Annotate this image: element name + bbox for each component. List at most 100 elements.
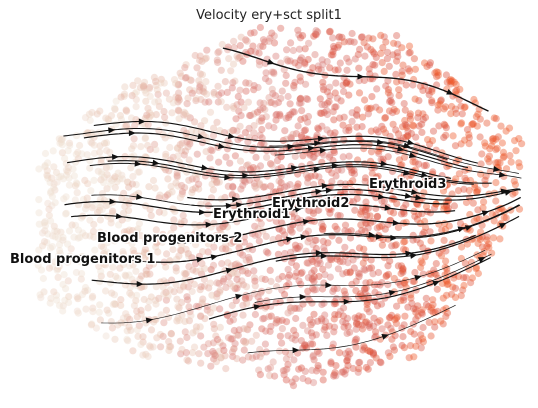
cell-point — [280, 183, 289, 191]
cell-point — [410, 353, 418, 361]
cell-point — [141, 254, 149, 262]
cell-point — [125, 226, 133, 234]
cell-point — [237, 112, 245, 120]
cell-point — [282, 135, 290, 143]
cell-point — [250, 290, 259, 298]
cell-point — [221, 352, 229, 360]
cell-point — [251, 231, 259, 239]
cell-point — [76, 258, 84, 266]
cell-point — [378, 59, 386, 67]
cell-point — [203, 198, 211, 206]
cell-point — [39, 274, 48, 283]
cell-point — [512, 147, 520, 155]
cell-point — [255, 49, 263, 57]
cell-point — [96, 203, 104, 211]
cell-point — [261, 304, 269, 312]
cell-point — [98, 206, 106, 214]
cell-point — [356, 358, 364, 366]
cell-point — [56, 139, 64, 147]
cell-point — [128, 180, 137, 188]
cell-point — [34, 261, 42, 269]
cell-point — [96, 216, 104, 224]
cell-point — [123, 230, 131, 238]
cell-point — [431, 69, 439, 77]
cell-point — [433, 68, 441, 76]
cell-point — [164, 313, 172, 321]
cell-point — [109, 263, 117, 271]
cell-point — [55, 135, 63, 143]
cell-point — [290, 82, 298, 90]
cell-point — [211, 351, 219, 359]
cell-point — [480, 248, 488, 256]
cell-point — [86, 232, 94, 240]
cell-point — [182, 245, 190, 253]
cell-point — [205, 168, 213, 176]
cell-point — [79, 195, 87, 204]
cell-point — [351, 336, 359, 344]
cell-point — [398, 44, 406, 52]
cell-point — [174, 314, 182, 322]
cell-point — [214, 82, 222, 90]
cell-point — [83, 201, 91, 209]
cell-point — [206, 279, 214, 287]
cell-point — [176, 337, 184, 345]
cell-point — [291, 78, 299, 86]
cell-point — [256, 162, 265, 170]
cell-point — [346, 80, 354, 88]
cell-point — [65, 139, 74, 147]
cell-point — [106, 148, 114, 156]
cell-point — [153, 334, 161, 342]
cell-point — [276, 204, 284, 212]
cell-point — [272, 116, 280, 124]
cell-point — [177, 246, 186, 255]
cell-point — [147, 212, 155, 220]
cell-point — [84, 180, 92, 188]
cell-point — [192, 128, 200, 136]
cell-point — [162, 263, 170, 271]
cell-point — [120, 90, 129, 98]
cell-point — [391, 242, 399, 250]
cell-point — [253, 165, 261, 173]
cell-point — [146, 109, 154, 117]
cell-point — [411, 184, 419, 192]
cell-point — [169, 99, 177, 107]
cell-point — [90, 141, 98, 149]
cell-point — [266, 34, 274, 42]
cell-point — [81, 114, 90, 122]
cell-point — [371, 288, 379, 296]
cell-point — [50, 183, 58, 192]
cell-point — [175, 115, 183, 123]
stream-arrowhead — [343, 298, 351, 305]
cell-point — [321, 317, 330, 326]
cell-point — [145, 85, 153, 93]
cell-point — [288, 258, 296, 267]
cell-point — [406, 112, 414, 120]
cell-point — [442, 247, 450, 255]
cell-point — [195, 185, 203, 193]
cell-point — [469, 120, 477, 128]
cell-point — [296, 77, 305, 85]
cell-point — [271, 372, 279, 380]
cell-point — [329, 340, 337, 348]
cell-point — [444, 280, 452, 288]
cell-point — [136, 83, 145, 91]
cell-point — [213, 178, 221, 186]
cell-point — [115, 221, 123, 229]
cell-point — [54, 252, 63, 260]
cell-point — [41, 162, 49, 170]
cell-point — [282, 114, 290, 122]
cell-point — [184, 143, 192, 151]
cell-point — [64, 147, 72, 155]
cell-point — [276, 298, 284, 306]
cell-point — [129, 261, 137, 269]
cell-point — [275, 225, 283, 233]
cell-point — [332, 172, 340, 180]
cell-point — [321, 101, 329, 109]
cell-point — [132, 297, 140, 305]
cell-point — [392, 314, 400, 322]
cell-point — [449, 283, 457, 291]
cell-point — [49, 147, 57, 155]
cell-point — [360, 76, 368, 84]
cell-point — [97, 176, 105, 184]
cell-point — [111, 173, 119, 181]
